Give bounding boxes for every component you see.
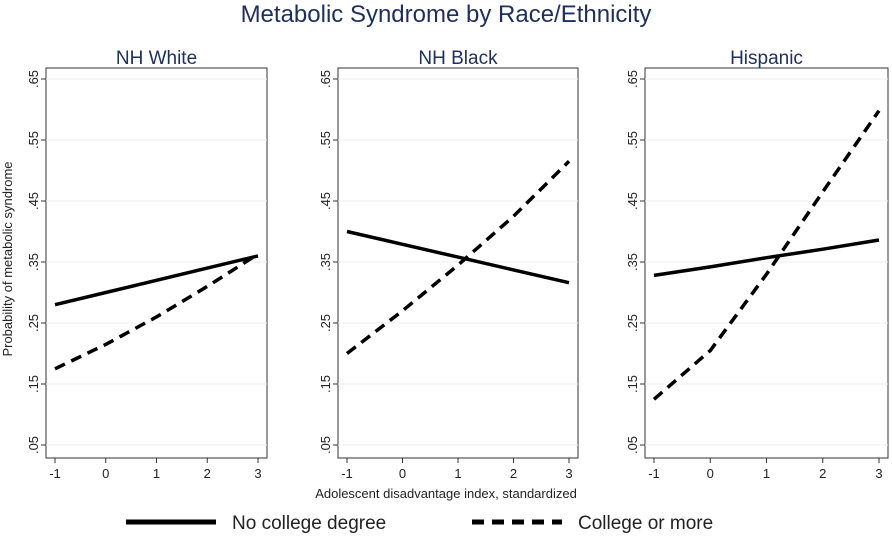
y-tick-label: .25 bbox=[318, 314, 333, 332]
y-tick-label: .15 bbox=[318, 375, 333, 393]
panel-nh-white: NH White .05 .15 .25 .35 .45 .55 .65 -1 0 1 2 3 bbox=[26, 48, 268, 481]
series-line-no-college-degree bbox=[54, 254, 259, 307]
x-tick-label: 2 bbox=[204, 466, 211, 481]
plot-frame bbox=[337, 67, 579, 459]
y-tick-label: .45 bbox=[625, 192, 640, 210]
y-tick-label: .55 bbox=[625, 131, 640, 149]
chart-title: Metabolic Syndrome by Race/Ethnicity bbox=[241, 1, 652, 28]
y-tick-label: .45 bbox=[26, 192, 41, 210]
x-tick-label: -1 bbox=[648, 466, 660, 481]
y-tick-label: .65 bbox=[318, 70, 333, 88]
panel-hispanic: Hispanic .05 .15 .25 .35 .45 .55 .65 -1 0 1 2 3 bbox=[625, 48, 889, 481]
y-tick-label: .05 bbox=[26, 436, 41, 454]
series-line-college-or-more bbox=[54, 252, 259, 371]
x-tick-label: 3 bbox=[254, 466, 261, 481]
y-tick-label: .55 bbox=[26, 131, 41, 149]
legend: No college degree College or more bbox=[126, 513, 713, 534]
y-tick-label: .45 bbox=[318, 192, 333, 210]
x-tick-label: 0 bbox=[707, 466, 714, 481]
plot-frame bbox=[644, 67, 889, 459]
panel-title: NH Black bbox=[418, 48, 498, 69]
series-line-college-or-more bbox=[345, 160, 571, 355]
x-tick-label: 1 bbox=[763, 466, 770, 481]
y-tick-label: .25 bbox=[26, 314, 41, 332]
legend-label-no-college-degree: No college degree bbox=[232, 513, 386, 534]
y-tick-label: .35 bbox=[26, 253, 41, 271]
y-tick-label: .55 bbox=[318, 131, 333, 149]
series-line-no-college-degree bbox=[346, 229, 570, 285]
series-line-college-or-more bbox=[652, 109, 881, 401]
x-tick-label: 1 bbox=[153, 466, 160, 481]
x-tick-label: 3 bbox=[565, 466, 572, 481]
panel-title: Hispanic bbox=[730, 48, 803, 69]
x-tick-label: 2 bbox=[510, 466, 517, 481]
legend-label-college-or-more: College or more bbox=[578, 513, 713, 534]
y-axis-label: Probability of metabolic syndrome bbox=[0, 161, 15, 356]
x-tick-label: -1 bbox=[49, 466, 61, 481]
panel-nh-black: NH Black .05 .15 .25 .35 .45 .55 .65 -1 0 1 2 3 bbox=[318, 48, 579, 481]
x-axis-label: Adolescent disadvantage index, standardi… bbox=[315, 486, 577, 501]
x-tick-label: -1 bbox=[341, 466, 353, 481]
x-tick-label: 2 bbox=[819, 466, 826, 481]
y-tick-label: .35 bbox=[625, 253, 640, 271]
series-line-no-college-degree bbox=[653, 238, 880, 278]
y-tick-label: .65 bbox=[625, 70, 640, 88]
panel-title: NH White bbox=[116, 48, 197, 69]
y-tick-label: .05 bbox=[318, 436, 333, 454]
x-tick-label: 0 bbox=[102, 466, 109, 481]
x-tick-label: 3 bbox=[875, 466, 882, 481]
panels-group: NH White.05.15.25.35.45.55.65-1 0 1 2 3NH Bl… bbox=[26, 48, 889, 481]
y-tick-label: .15 bbox=[26, 375, 41, 393]
y-tick-label: .35 bbox=[318, 253, 333, 271]
y-tick-label: .05 bbox=[625, 436, 640, 454]
y-tick-label: .65 bbox=[26, 70, 41, 88]
y-tick-label: .15 bbox=[625, 375, 640, 393]
y-tick-label: .25 bbox=[625, 314, 640, 332]
x-tick-label: 0 bbox=[399, 466, 406, 481]
x-tick-label: 1 bbox=[454, 466, 461, 481]
